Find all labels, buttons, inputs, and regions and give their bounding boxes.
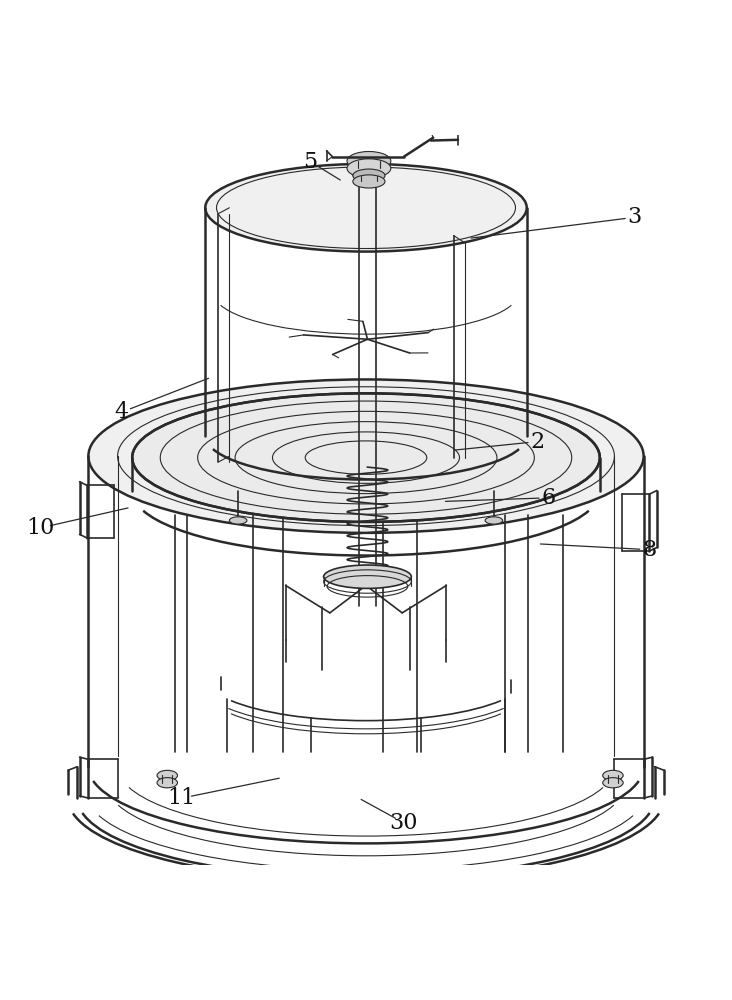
Text: 30: 30: [389, 812, 418, 834]
Ellipse shape: [157, 770, 177, 781]
Text: 2: 2: [531, 431, 545, 453]
Ellipse shape: [132, 393, 600, 522]
Ellipse shape: [347, 151, 391, 170]
Text: 10: 10: [26, 517, 55, 539]
Ellipse shape: [89, 379, 643, 533]
Text: 5: 5: [303, 151, 318, 173]
Ellipse shape: [353, 175, 385, 188]
Ellipse shape: [205, 164, 527, 252]
Ellipse shape: [347, 159, 391, 178]
Text: 8: 8: [643, 539, 657, 561]
Ellipse shape: [602, 770, 623, 781]
Text: 4: 4: [114, 401, 128, 423]
Text: 3: 3: [628, 206, 642, 228]
Text: 6: 6: [542, 487, 556, 509]
Ellipse shape: [351, 166, 384, 180]
Ellipse shape: [324, 565, 411, 588]
Ellipse shape: [157, 778, 177, 788]
Ellipse shape: [353, 169, 385, 182]
Ellipse shape: [602, 778, 623, 788]
Ellipse shape: [229, 517, 247, 524]
Text: 11: 11: [168, 787, 196, 809]
Ellipse shape: [485, 517, 503, 524]
